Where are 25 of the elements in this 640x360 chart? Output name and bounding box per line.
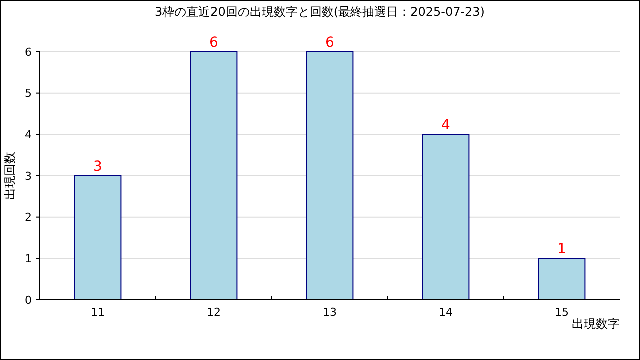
y-tick-label: 2 [25,211,32,224]
x-tick-label: 13 [323,306,337,319]
data-label: 4 [442,118,451,134]
x-tick-label: 12 [207,306,221,319]
x-tick-label: 14 [439,306,453,319]
bar [74,176,122,300]
data-label: 6 [326,35,335,51]
y-tick-label: 4 [25,128,32,142]
x-tick-label: 11 [91,306,105,319]
y-tick-label: 6 [25,46,32,59]
bar [538,258,586,300]
bar [190,52,238,300]
y-axis-title: 出現回数 [3,152,17,200]
bar [306,52,354,300]
data-label: 1 [558,242,566,258]
data-label: 6 [210,35,219,51]
data-label: 3 [94,159,102,175]
x-tick-label: 15 [555,306,569,319]
y-tick-label: 5 [25,87,32,100]
y-tick-label: 0 [25,294,32,307]
y-tick-label: 1 [25,252,32,266]
chart-title: 3枠の直近20回の出現数字と回数(最終抽選日：2025-07-23) [154,5,486,19]
y-tick-label: 3 [25,170,32,183]
x-axis-title: 出現数字 [572,317,620,331]
bar [422,134,470,300]
